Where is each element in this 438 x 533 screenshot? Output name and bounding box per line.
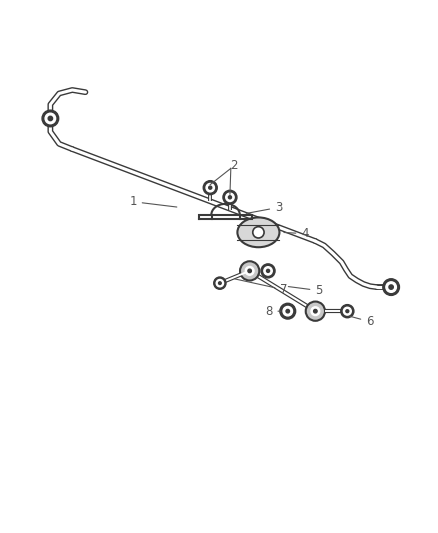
Circle shape bbox=[343, 307, 351, 315]
Text: 6: 6 bbox=[350, 315, 374, 328]
Circle shape bbox=[203, 181, 217, 195]
Circle shape bbox=[245, 266, 254, 275]
Text: 3: 3 bbox=[246, 201, 283, 214]
Circle shape bbox=[389, 285, 393, 289]
Circle shape bbox=[280, 303, 296, 319]
Circle shape bbox=[266, 269, 270, 272]
Circle shape bbox=[253, 227, 264, 238]
Circle shape bbox=[286, 310, 290, 313]
Circle shape bbox=[223, 190, 237, 204]
Circle shape bbox=[341, 304, 354, 318]
Text: 7: 7 bbox=[235, 279, 288, 296]
Circle shape bbox=[248, 269, 251, 273]
Circle shape bbox=[261, 264, 275, 278]
Circle shape bbox=[346, 310, 349, 313]
Circle shape bbox=[306, 302, 325, 321]
Circle shape bbox=[48, 116, 53, 120]
Circle shape bbox=[383, 279, 399, 295]
Circle shape bbox=[45, 113, 56, 124]
Circle shape bbox=[240, 261, 259, 280]
Circle shape bbox=[228, 196, 232, 199]
Text: 1: 1 bbox=[129, 195, 177, 208]
Text: 5: 5 bbox=[288, 284, 323, 297]
Circle shape bbox=[208, 186, 212, 189]
Circle shape bbox=[386, 282, 396, 292]
Circle shape bbox=[283, 306, 293, 316]
Circle shape bbox=[226, 193, 234, 201]
Circle shape bbox=[219, 282, 221, 285]
Circle shape bbox=[311, 307, 320, 316]
Circle shape bbox=[206, 183, 215, 192]
Ellipse shape bbox=[237, 217, 279, 247]
Circle shape bbox=[216, 279, 223, 287]
Circle shape bbox=[42, 110, 59, 127]
Circle shape bbox=[214, 277, 226, 289]
Circle shape bbox=[314, 310, 317, 313]
Text: 8: 8 bbox=[265, 305, 281, 318]
Text: 2: 2 bbox=[230, 159, 238, 172]
Circle shape bbox=[264, 266, 272, 275]
Text: 4: 4 bbox=[284, 227, 309, 240]
